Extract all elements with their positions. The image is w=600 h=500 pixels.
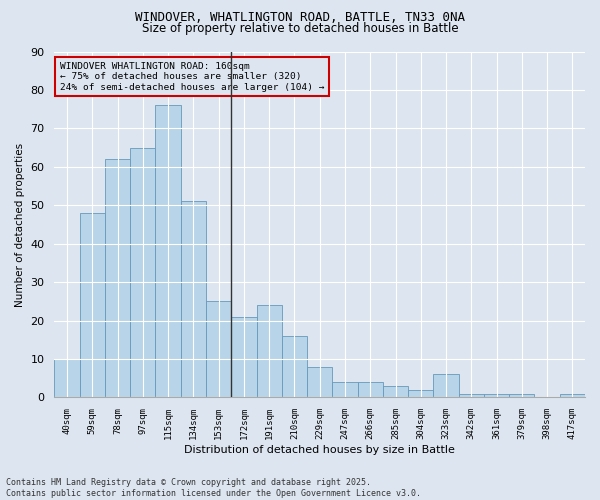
Text: Size of property relative to detached houses in Battle: Size of property relative to detached ho… bbox=[142, 22, 458, 35]
Bar bbox=[560, 394, 585, 398]
Bar bbox=[206, 302, 231, 398]
Bar bbox=[383, 386, 408, 398]
Bar bbox=[257, 305, 282, 398]
Text: WINDOVER WHATLINGTON ROAD: 160sqm
← 75% of detached houses are smaller (320)
24%: WINDOVER WHATLINGTON ROAD: 160sqm ← 75% … bbox=[60, 62, 324, 92]
Bar bbox=[408, 390, 433, 398]
Bar bbox=[332, 382, 358, 398]
Bar bbox=[509, 394, 535, 398]
Bar bbox=[55, 359, 80, 398]
Bar bbox=[80, 213, 105, 398]
Bar bbox=[155, 106, 181, 398]
Bar bbox=[307, 366, 332, 398]
Bar bbox=[282, 336, 307, 398]
Bar bbox=[358, 382, 383, 398]
Bar bbox=[231, 316, 257, 398]
Text: Contains HM Land Registry data © Crown copyright and database right 2025.
Contai: Contains HM Land Registry data © Crown c… bbox=[6, 478, 421, 498]
Y-axis label: Number of detached properties: Number of detached properties bbox=[15, 142, 25, 306]
X-axis label: Distribution of detached houses by size in Battle: Distribution of detached houses by size … bbox=[184, 445, 455, 455]
Text: WINDOVER, WHATLINGTON ROAD, BATTLE, TN33 0NA: WINDOVER, WHATLINGTON ROAD, BATTLE, TN33… bbox=[135, 11, 465, 24]
Bar bbox=[181, 202, 206, 398]
Bar bbox=[130, 148, 155, 398]
Bar bbox=[484, 394, 509, 398]
Bar bbox=[458, 394, 484, 398]
Bar bbox=[433, 374, 458, 398]
Bar bbox=[105, 159, 130, 398]
